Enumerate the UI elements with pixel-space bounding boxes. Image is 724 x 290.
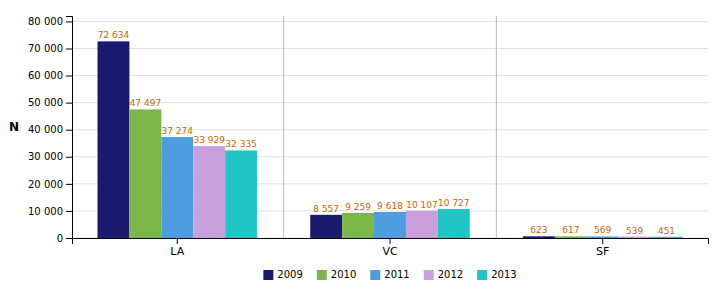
data-labels: 72 634 8 557 623 47 497 9 259 617 37 274 9 618 5… — [98, 30, 675, 235]
y-tick: 70 000 — [28, 43, 72, 54]
separators — [284, 16, 497, 238]
grid-line — [72, 75, 708, 76]
data-label: 37 274 — [162, 126, 194, 136]
bar — [193, 146, 225, 238]
x-tick-label: LA — [170, 245, 184, 258]
bar — [129, 109, 161, 238]
y-tick-mark — [66, 48, 72, 49]
y-tick: 60 000 — [28, 70, 72, 81]
y-tick-mark — [66, 184, 72, 185]
legend-item: 2009 — [263, 269, 302, 280]
y-tick-mark — [66, 103, 72, 104]
data-label: 623 — [530, 225, 547, 235]
legend-swatch — [424, 270, 434, 280]
x-axis-line — [73, 239, 709, 245]
y-tick: 80 000 — [28, 16, 72, 27]
group-separator — [283, 16, 284, 238]
data-label: 8 557 — [313, 204, 339, 214]
y-axis-line — [66, 17, 73, 239]
legend-swatch — [263, 270, 273, 280]
bar — [161, 137, 193, 238]
data-label: 10 727 — [438, 198, 470, 208]
bar — [342, 213, 374, 238]
bar — [310, 215, 342, 238]
legend-item: 2012 — [424, 269, 463, 280]
legend-label: 2013 — [491, 269, 516, 280]
bar — [523, 236, 555, 238]
grid-line — [72, 48, 708, 49]
y-tick-label: 0 — [57, 233, 63, 244]
bar — [587, 236, 619, 238]
bars — [98, 41, 683, 238]
y-axis-title: N — [9, 120, 19, 134]
bar — [651, 237, 683, 238]
y-tick-label: 40 000 — [28, 124, 63, 135]
bar — [374, 212, 406, 238]
y-tick-mark — [66, 157, 72, 158]
grid — [72, 21, 708, 238]
legend-swatch — [317, 270, 327, 280]
x-tick: VC — [382, 238, 398, 258]
y-tick-label: 50 000 — [28, 97, 63, 108]
y-tick: 50 000 — [28, 97, 72, 108]
data-label: 617 — [562, 225, 579, 235]
data-label: 33 929 — [193, 135, 225, 145]
legend-item: 2011 — [370, 269, 409, 280]
legend-swatch — [477, 270, 487, 280]
y-tick-mark — [66, 76, 72, 77]
legend-swatch — [370, 270, 380, 280]
x-axis: LA VC SF — [73, 238, 709, 258]
data-label: 10 107 — [406, 200, 438, 210]
bar — [555, 236, 587, 238]
y-tick-label: 60 000 — [28, 70, 63, 81]
chart: 72 634 8 557 623 47 497 9 259 617 37 274 9 618 5… — [0, 0, 724, 290]
grid-line — [72, 21, 708, 22]
legend: 2009 2010 2011 2012 2013 — [263, 269, 516, 280]
x-tick-label: VC — [382, 245, 398, 258]
y-tick-mark — [66, 21, 72, 22]
data-label: 47 497 — [130, 98, 162, 108]
legend-label: 2012 — [438, 269, 463, 280]
data-label: 569 — [594, 225, 611, 235]
group-separator — [496, 16, 497, 238]
data-label: 9 259 — [345, 202, 371, 212]
data-label: 451 — [658, 226, 675, 236]
legend-item: 2013 — [477, 269, 516, 280]
x-tick-mark — [602, 238, 603, 244]
y-tick: 20 000 — [28, 179, 72, 190]
bar — [98, 41, 130, 238]
plot: 72 634 8 557 623 47 497 9 259 617 37 274 9 618 5… — [28, 16, 709, 258]
y-tick-mark — [66, 130, 72, 131]
x-tick: LA — [170, 238, 184, 258]
data-label: 9 618 — [377, 201, 403, 211]
legend-item: 2010 — [317, 269, 356, 280]
x-tick-mark — [390, 238, 391, 244]
x-tick-label: SF — [596, 245, 609, 258]
y-tick-mark — [66, 211, 72, 212]
legend-label: 2009 — [277, 269, 302, 280]
bar — [406, 211, 438, 238]
bar — [225, 150, 257, 238]
data-label: 539 — [626, 226, 643, 236]
y-axis: 0 10 000 20 000 30 000 40 000 50 000 60 000 70 … — [28, 16, 73, 244]
y-tick-mark — [66, 238, 72, 239]
y-tick: 10 000 — [28, 206, 72, 217]
y-tick-label: 30 000 — [28, 151, 63, 162]
x-tick: SF — [596, 238, 609, 258]
y-tick-label: 70 000 — [28, 43, 63, 54]
grid-line — [72, 102, 708, 103]
legend-label: 2011 — [384, 269, 409, 280]
data-label: 72 634 — [98, 30, 130, 40]
y-tick-label: 20 000 — [28, 179, 63, 190]
y-tick-label: 10 000 — [28, 206, 63, 217]
y-tick: 0 — [57, 233, 72, 244]
y-tick: 40 000 — [28, 124, 72, 135]
x-tick-mark — [177, 238, 178, 244]
bar — [619, 237, 651, 238]
y-tick-label: 80 000 — [28, 16, 63, 27]
bar — [438, 209, 470, 238]
data-label: 32 335 — [225, 139, 257, 149]
legend-label: 2010 — [331, 269, 356, 280]
y-tick: 30 000 — [28, 151, 72, 162]
